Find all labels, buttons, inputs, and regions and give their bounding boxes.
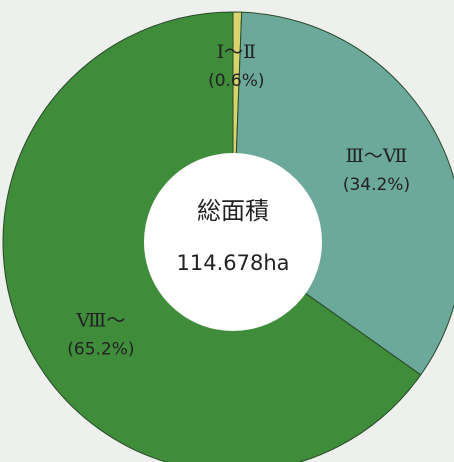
- slice-label: Ⅲ～Ⅶ: [346, 145, 408, 167]
- slice-label: Ⅷ～: [75, 310, 125, 332]
- slice-label: Ⅰ～Ⅱ: [217, 41, 256, 63]
- center-value: 114.678ha: [176, 251, 289, 275]
- value-label: (34.2%): [343, 175, 410, 195]
- slice: [232, 11, 454, 376]
- value-label: (65.2%): [67, 340, 134, 360]
- donut-hole: [144, 153, 322, 331]
- value-label: (0.6%): [208, 71, 264, 91]
- center-label: 総面積: [197, 197, 269, 225]
